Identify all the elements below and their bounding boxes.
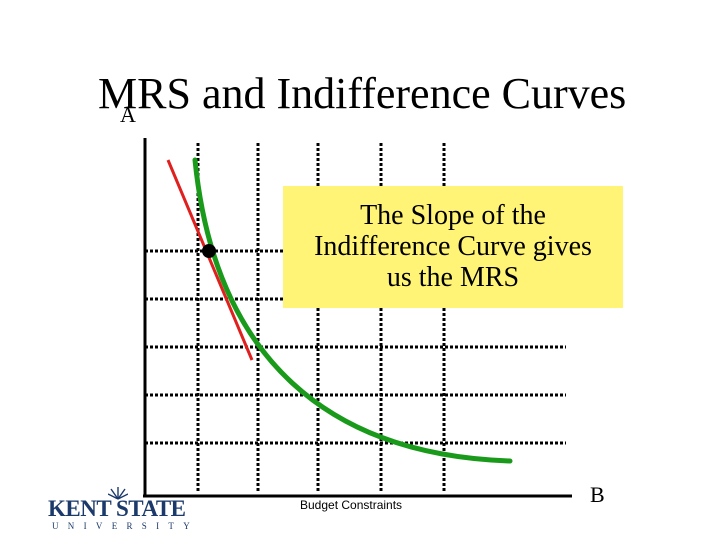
logo-subtitle: UNIVERSITY — [52, 521, 199, 531]
callout-line-1: The Slope of the — [360, 200, 546, 231]
kent-state-logo-icon — [108, 487, 128, 500]
slide-title: MRS and Indifference Curves — [98, 69, 627, 118]
indifference-curve — [192, 157, 513, 464]
budget-constraints-label: Budget Constraints — [300, 498, 403, 512]
callout-line-3: us the MRS — [386, 262, 520, 293]
x-axis-label: B — [590, 482, 605, 507]
callout-line-2: Indifference Curve gives — [314, 231, 592, 262]
y-axis-label: A — [120, 102, 136, 127]
vertical-grid-lines — [196, 143, 446, 492]
logo-wordmark: KENT STATE — [48, 496, 186, 521]
mrs-callout-box: The Slope of the Indifference Curve give… — [283, 186, 623, 308]
tangent-line — [166, 159, 254, 361]
tangent-point-dot — [202, 244, 216, 258]
kent-state-logo: KENT STATE UNIVERSITY — [48, 486, 190, 534]
